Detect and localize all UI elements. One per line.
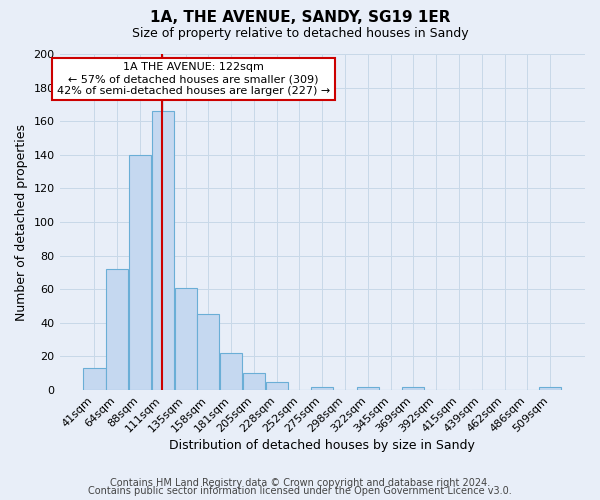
Bar bbox=[152, 111, 174, 390]
Bar bbox=[106, 269, 128, 390]
Bar bbox=[539, 386, 561, 390]
X-axis label: Distribution of detached houses by size in Sandy: Distribution of detached houses by size … bbox=[169, 440, 475, 452]
Bar bbox=[83, 368, 106, 390]
Bar bbox=[266, 382, 288, 390]
Bar bbox=[311, 386, 334, 390]
Text: Size of property relative to detached houses in Sandy: Size of property relative to detached ho… bbox=[131, 28, 469, 40]
Bar bbox=[403, 386, 424, 390]
Text: 1A, THE AVENUE, SANDY, SG19 1ER: 1A, THE AVENUE, SANDY, SG19 1ER bbox=[150, 10, 450, 25]
Bar bbox=[357, 386, 379, 390]
Text: Contains public sector information licensed under the Open Government Licence v3: Contains public sector information licen… bbox=[88, 486, 512, 496]
Bar bbox=[243, 374, 265, 390]
Text: 1A THE AVENUE: 122sqm
← 57% of detached houses are smaller (309)
42% of semi-det: 1A THE AVENUE: 122sqm ← 57% of detached … bbox=[57, 62, 330, 96]
Y-axis label: Number of detached properties: Number of detached properties bbox=[15, 124, 28, 320]
Text: Contains HM Land Registry data © Crown copyright and database right 2024.: Contains HM Land Registry data © Crown c… bbox=[110, 478, 490, 488]
Bar bbox=[175, 288, 197, 390]
Bar bbox=[129, 155, 151, 390]
Bar bbox=[220, 353, 242, 390]
Bar bbox=[197, 314, 220, 390]
